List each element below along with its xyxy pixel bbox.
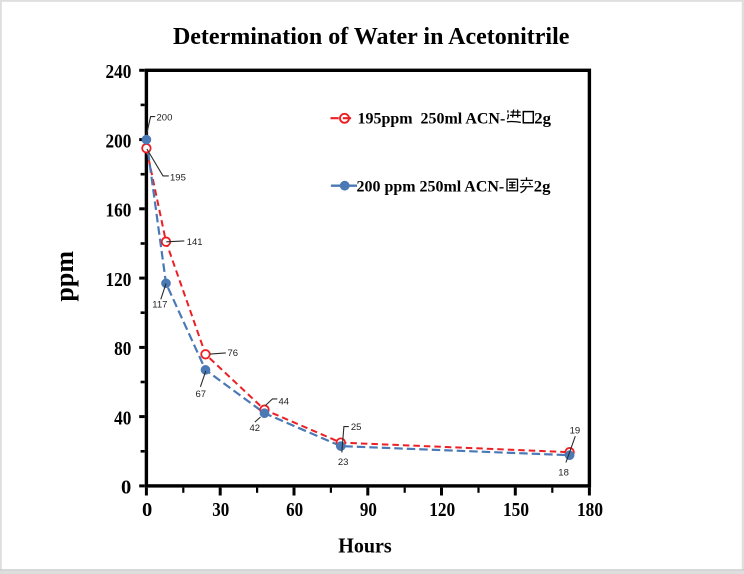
svg-text:141: 141 <box>187 237 203 248</box>
svg-text:80: 80 <box>114 338 131 360</box>
svg-text:ppm: ppm <box>50 251 79 302</box>
svg-text:Determination of Water in Acet: Determination of Water in Acetonitrile <box>173 24 570 50</box>
svg-text:23: 23 <box>338 457 349 468</box>
svg-text:120: 120 <box>429 499 455 521</box>
svg-text:60: 60 <box>286 499 303 521</box>
svg-text:76: 76 <box>228 348 239 359</box>
svg-text:195: 195 <box>170 172 186 183</box>
svg-text:160: 160 <box>106 200 132 222</box>
svg-text:0: 0 <box>121 477 131 499</box>
svg-text:200: 200 <box>106 130 132 152</box>
svg-text:195ppm 250ml ACN-: 195ppm 250ml ACN- <box>358 110 506 127</box>
svg-text:30: 30 <box>212 499 229 521</box>
svg-text:200: 200 <box>157 112 173 123</box>
svg-text:67: 67 <box>196 389 207 400</box>
svg-text:25: 25 <box>351 422 362 433</box>
svg-text:19: 19 <box>570 426 581 437</box>
svg-text:240: 240 <box>106 61 132 83</box>
svg-text:18: 18 <box>558 467 569 478</box>
svg-text:117: 117 <box>152 300 167 311</box>
svg-text:42: 42 <box>250 423 261 434</box>
svg-text:2g: 2g <box>534 178 551 195</box>
svg-text:90: 90 <box>360 499 377 521</box>
svg-text:0: 0 <box>142 499 152 521</box>
svg-text:200 ppm 250ml ACN-: 200 ppm 250ml ACN- <box>357 178 505 195</box>
svg-text:150: 150 <box>503 499 529 521</box>
svg-text:Hours: Hours <box>338 533 392 557</box>
svg-text:180: 180 <box>577 499 603 521</box>
svg-text:2g: 2g <box>534 110 551 127</box>
svg-text:40: 40 <box>114 407 131 429</box>
svg-text:44: 44 <box>279 397 290 408</box>
svg-text:120: 120 <box>106 269 132 291</box>
